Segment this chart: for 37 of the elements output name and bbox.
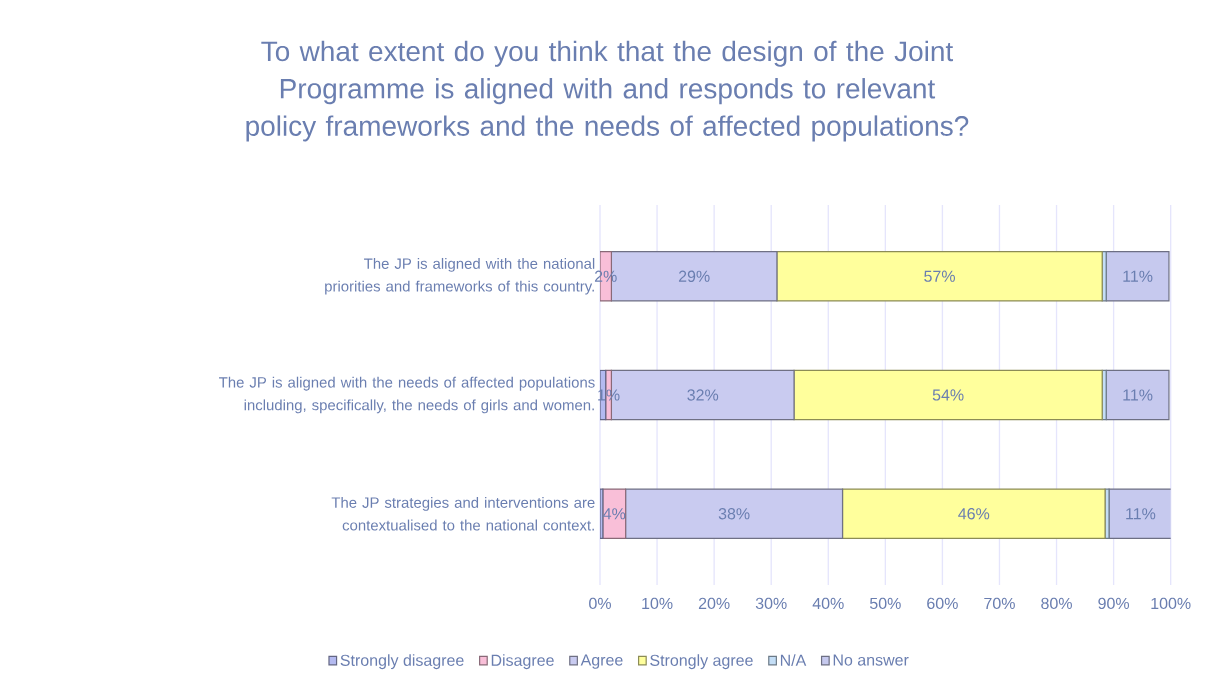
legend-label: Strongly disagree	[340, 654, 464, 670]
bar	[841, 488, 1106, 540]
legend-label: Strongly agree	[650, 654, 753, 670]
data-label: 54%	[932, 389, 964, 401]
bar	[776, 250, 1103, 302]
bar	[1105, 369, 1170, 421]
data-label: 11%	[1123, 389, 1153, 401]
y-tick-label: The JP strategies and interventions are contextualised to the national context.	[331, 496, 595, 531]
y-tick-label: The JP is aligned with the national priorities and frameworks of this country.	[325, 257, 595, 295]
data-label: 46%	[958, 508, 990, 520]
legend-label: Agree	[580, 654, 623, 669]
data-label: 29%	[678, 270, 710, 282]
bar	[793, 369, 1103, 421]
bar	[1108, 488, 1171, 540]
data-label: 32%	[687, 389, 719, 401]
x-tick-label: 80%	[1041, 597, 1072, 610]
x-tick-label: 40%	[812, 597, 844, 610]
x-tick-label: 20%	[698, 597, 730, 610]
x-tick-label: 0%	[589, 597, 611, 610]
data-label: 11%	[1123, 270, 1153, 282]
x-tick-label: 100%	[1151, 597, 1191, 610]
bar	[1105, 250, 1170, 302]
legend-label: Disagree	[491, 654, 554, 670]
data-label: 38%	[718, 508, 750, 520]
x-tick-label: 50%	[869, 597, 901, 610]
x-tick-label: 10%	[642, 597, 673, 610]
legend-label: N/A	[780, 654, 807, 666]
data-label: 57%	[924, 270, 955, 282]
x-tick-label: 60%	[927, 597, 958, 610]
data-label: 11%	[1126, 508, 1156, 520]
legend-label: No answer	[833, 654, 909, 666]
y-tick-label: The JP is aligned with the needs of affected populations including, specifically, the needs of girls and women.	[219, 376, 595, 414]
x-tick-label: 30%	[755, 597, 787, 610]
x-tick-label: 90%	[1098, 597, 1130, 610]
x-tick-label: 70%	[984, 597, 1015, 610]
bar	[625, 488, 844, 540]
chart-title: To what extent do you think that the design of the Joint Programme is aligned with and responds to relevant policy frameworks and the needs of affected populations?	[246, 40, 969, 142]
